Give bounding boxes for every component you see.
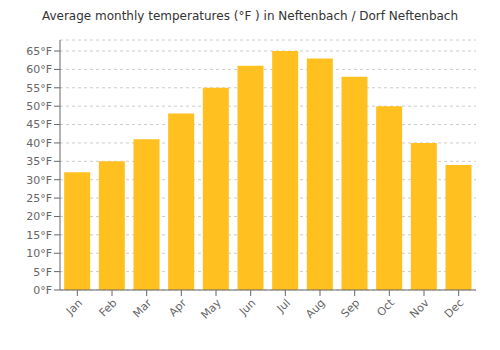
svg-text:45°F: 45°F (26, 118, 52, 131)
html-text:Average monthly temperatures (: Average monthly temperatures (°F ) in Ne… (41, 9, 459, 23)
svg-text:Sep: Sep (338, 296, 362, 320)
svg-text:10°F: 10°F (26, 247, 52, 260)
svg-text:Aug: Aug (303, 296, 327, 320)
svg-text:May: May (198, 296, 224, 322)
svg-text:30°F: 30°F (26, 174, 52, 187)
svg-text:Jul: Jul (274, 296, 293, 315)
svg-text:Apr: Apr (166, 296, 189, 319)
svg-text:Dec: Dec (442, 296, 466, 320)
svg-text:Mar: Mar (130, 296, 154, 320)
svg-text:40°F: 40°F (26, 137, 52, 150)
svg-text:0°F: 0°F (33, 284, 52, 297)
svg-text:Jan: Jan (63, 296, 85, 318)
svg-text:15°F: 15°F (26, 229, 52, 242)
svg-text:50°F: 50°F (26, 100, 52, 113)
svg-text:55°F: 55°F (26, 82, 52, 95)
svg-text:25°F: 25°F (26, 192, 52, 205)
svg-text:Feb: Feb (97, 296, 120, 319)
svg-text:35°F: 35°F (26, 155, 52, 168)
svg-text:Nov: Nov (407, 296, 432, 321)
svg-text:65°F: 65°F (26, 45, 52, 58)
svg-text:60°F: 60°F (26, 63, 52, 76)
svg-text:20°F: 20°F (26, 210, 52, 223)
svg-text:Jun: Jun (236, 296, 258, 318)
svg-text:5°F: 5°F (33, 266, 52, 279)
svg-text:Oct: Oct (374, 296, 397, 319)
